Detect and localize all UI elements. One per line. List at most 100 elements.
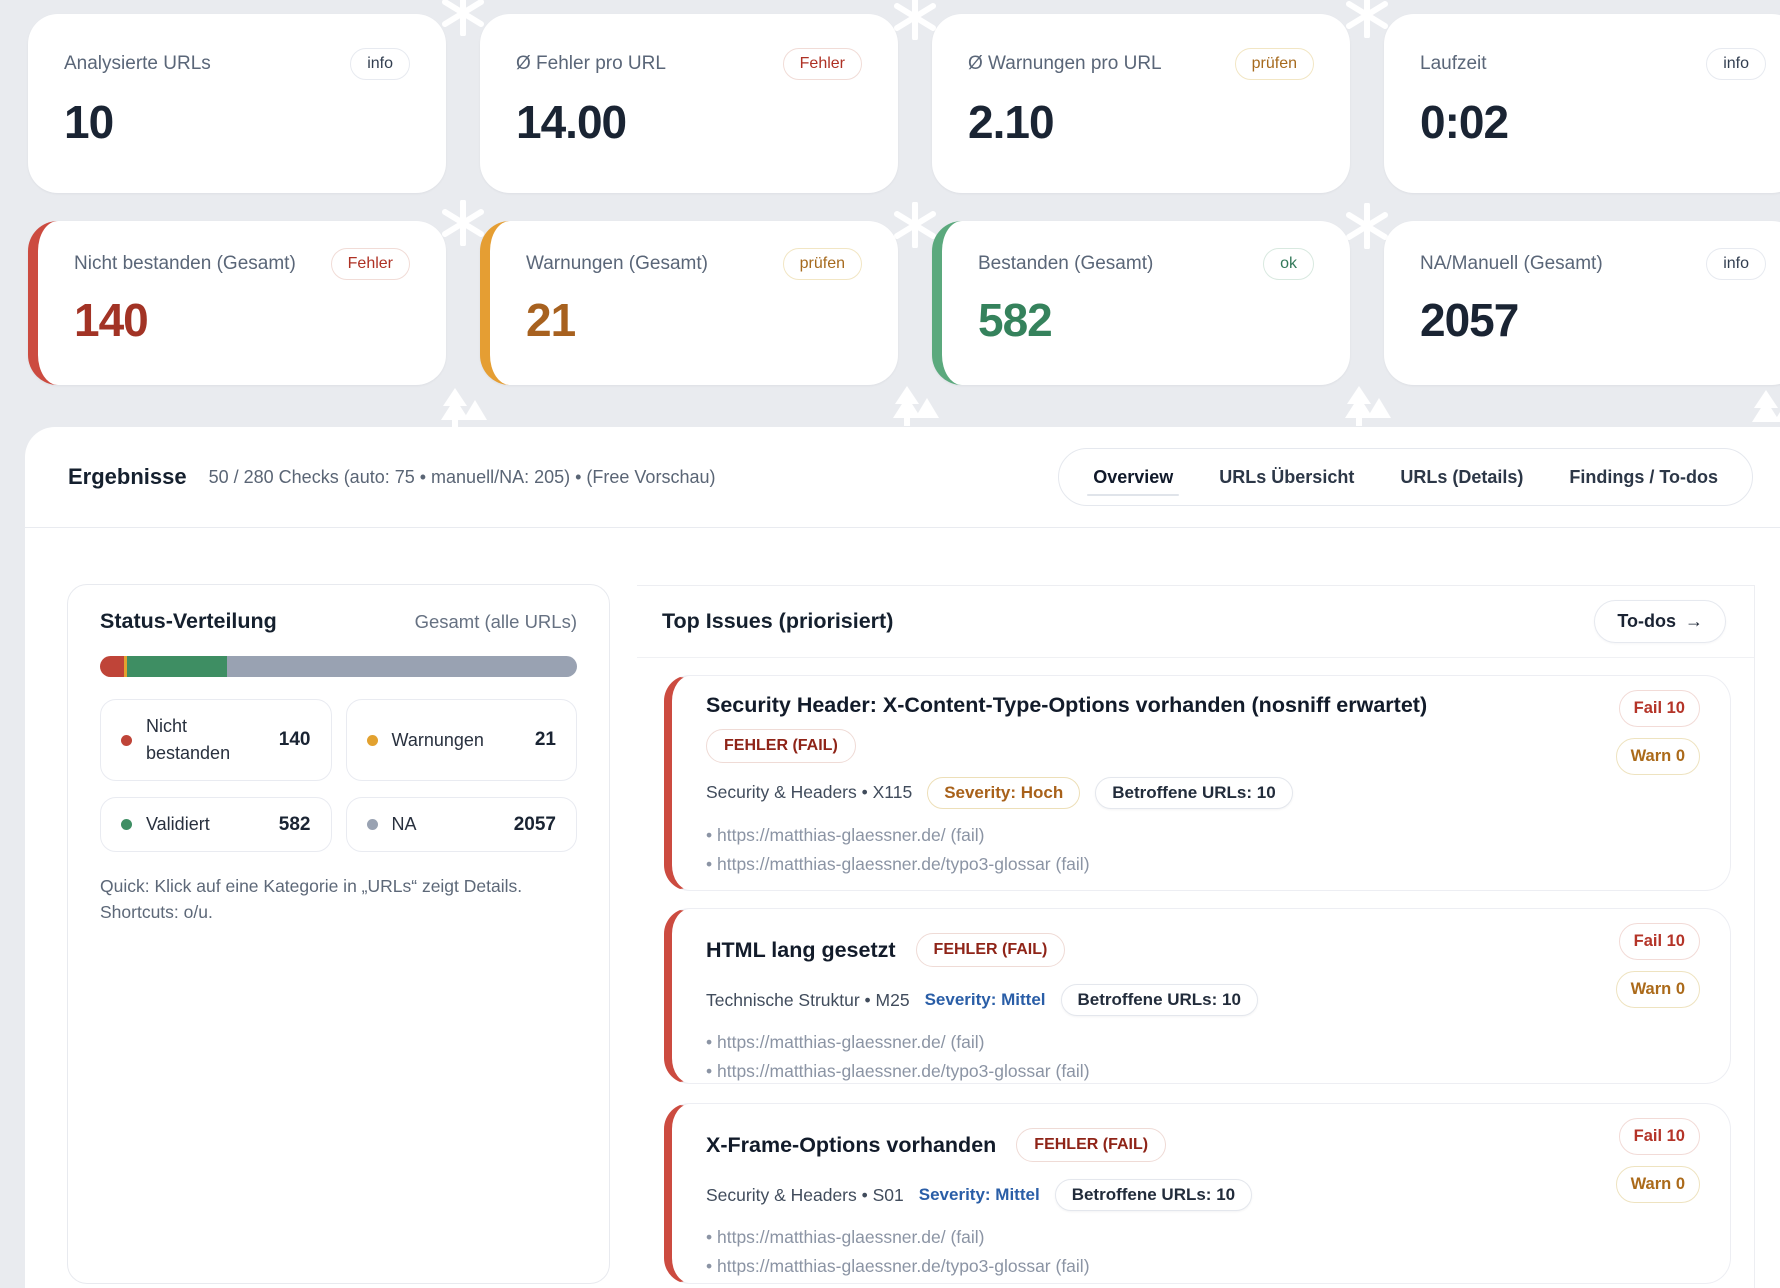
- fehler-fail-badge: FEHLER (FAIL): [1016, 1128, 1167, 1162]
- red-dot-icon: [121, 734, 132, 746]
- kpi-card-bestanden-gesamt: Bestanden (Gesamt) ok 582: [932, 221, 1350, 385]
- legend-item-validiert[interactable]: Validiert 582: [100, 797, 332, 852]
- bar-segment-warnungen: [123, 656, 128, 677]
- issue-category: Security & Headers • X115: [706, 782, 913, 803]
- kpi-label: Ø Fehler pro URL: [516, 53, 666, 74]
- snowflake-icon: [442, 0, 484, 36]
- kpi-card-fehler-pro-url: Ø Fehler pro URL Fehler 14.00: [480, 14, 898, 193]
- pruefen-badge[interactable]: prüfen: [1234, 48, 1314, 80]
- bar-segment-validiert: [127, 656, 227, 677]
- severity-label: Severity: Mittel: [918, 1185, 1040, 1204]
- tab-findings-todos[interactable]: Findings / To-dos: [1569, 466, 1718, 487]
- issue-url-link[interactable]: • https://matthias-glaessner.de/typo3-gl…: [706, 853, 1090, 874]
- kpi-value: 2057: [1420, 294, 1519, 346]
- kpi-label: Laufzeit: [1420, 53, 1487, 74]
- legend-label: Validiert: [146, 814, 210, 834]
- kpi-label: Nicht bestanden (Gesamt): [74, 253, 296, 274]
- snowflake-icon: [442, 200, 484, 246]
- kpi-value: 140: [74, 294, 149, 346]
- kpi-card-analysierte-urls: Analysierte URLs info 10: [28, 14, 446, 193]
- fail-count-badge: Fail 10: [1618, 923, 1700, 960]
- legend-item-na[interactable]: NA 2057: [345, 797, 577, 852]
- kpi-label: Warnungen (Gesamt): [526, 253, 708, 274]
- affected-urls-badge: Betroffene URLs: 10: [1054, 1179, 1253, 1211]
- tree-icon: [893, 386, 939, 426]
- issue-title: Security Header: X-Content-Type-Options …: [706, 693, 1428, 717]
- kpi-value: 0:02: [1420, 96, 1509, 148]
- severity-label: Severity: Mittel: [924, 990, 1046, 1009]
- legend-label: Warnungen: [391, 729, 484, 750]
- fail-count-badge: Fail 10: [1618, 690, 1700, 727]
- results-header: Ergebnisse 50 / 280 Checks (auto: 75 • m…: [25, 427, 1780, 528]
- issue-url-link[interactable]: • https://matthias-glaessner.de/typo3-gl…: [706, 1256, 1090, 1277]
- issue-url-link[interactable]: • https://matthias-glaessner.de/ (fail): [706, 824, 985, 845]
- issue-title: HTML lang gesetzt: [706, 937, 896, 962]
- issue-title: X-Frame-Options vorhanden: [706, 1132, 997, 1157]
- legend-label: Nicht bestanden: [146, 716, 231, 763]
- orange-dot-icon: [366, 734, 378, 746]
- tab-urls-details[interactable]: URLs (Details): [1400, 466, 1524, 487]
- issue-card-x-frame-options[interactable]: X-Frame-Options vorhanden FEHLER (FAIL) …: [664, 1103, 1731, 1284]
- status-distribution-bar: [100, 656, 577, 677]
- tab-overview[interactable]: Overview: [1087, 451, 1180, 504]
- results-tabs: Overview URLs Übersicht URLs (Details) F…: [1058, 448, 1753, 506]
- kpi-label: NA/Manuell (Gesamt): [1420, 253, 1603, 274]
- legend-value: 21: [534, 729, 556, 750]
- warn-count-badge: Warn 0: [1615, 738, 1700, 775]
- info-badge[interactable]: info: [1706, 48, 1766, 80]
- legend-item-nicht-bestanden[interactable]: Nicht bestanden 140: [100, 699, 332, 781]
- warn-count-badge: Warn 0: [1615, 1166, 1700, 1203]
- legend-value: 2057: [513, 813, 556, 835]
- tree-icon: [1345, 386, 1391, 426]
- affected-urls-badge: Betroffene URLs: 10: [1060, 984, 1258, 1016]
- tree-icon: [1752, 390, 1780, 422]
- kpi-value: 10: [64, 96, 114, 148]
- kpi-card-laufzeit: Laufzeit info 0:02: [1384, 14, 1780, 193]
- issue-url-link[interactable]: • https://matthias-glaessner.de/ (fail): [706, 1032, 985, 1052]
- fehler-badge[interactable]: Fehler: [330, 248, 410, 280]
- issue-category: Technische Struktur • M25: [706, 989, 910, 1010]
- issue-url-link[interactable]: • https://matthias-glaessner.de/typo3-gl…: [706, 1061, 1090, 1082]
- status-distribution-title: Status-Verteilung: [100, 609, 277, 633]
- top-issues-title: Top Issues (priorisiert): [662, 609, 894, 633]
- issue-category: Security & Headers • S01: [706, 1184, 904, 1205]
- kpi-label: Ø Warnungen pro URL: [968, 53, 1162, 74]
- bar-segment-na: [226, 656, 577, 677]
- kpi-label: Bestanden (Gesamt): [978, 253, 1154, 274]
- issue-card-x-content-type-options[interactable]: Security Header: X-Content-Type-Options …: [664, 675, 1731, 891]
- warn-count-badge: Warn 0: [1615, 971, 1700, 1008]
- results-subtitle: 50 / 280 Checks (auto: 75 • manuell/NA: …: [208, 466, 716, 487]
- top-issues-region: Top Issues (priorisiert) To-dos →: [637, 585, 1755, 1288]
- kpi-value: 14.00: [516, 96, 627, 148]
- bar-segment-nicht-bestanden: [100, 656, 124, 677]
- info-badge[interactable]: info: [1706, 248, 1766, 280]
- kpi-card-nicht-bestanden: Nicht bestanden (Gesamt) Fehler 140: [28, 221, 446, 385]
- ok-badge[interactable]: ok: [1263, 248, 1314, 280]
- snowflake-icon: [894, 202, 936, 248]
- fehler-badge[interactable]: Fehler: [782, 48, 862, 80]
- legend-value: 140: [278, 729, 311, 750]
- legend-value: 582: [278, 813, 311, 835]
- kpi-value: 582: [978, 294, 1053, 346]
- fehler-fail-badge: FEHLER (FAIL): [706, 728, 856, 763]
- legend-label: NA: [391, 814, 417, 834]
- kpi-value: 21: [526, 294, 576, 346]
- status-distribution-card: Status-Verteilung Gesamt (alle URLs) Nic…: [67, 584, 610, 1284]
- issue-card-html-lang[interactable]: HTML lang gesetzt FEHLER (FAIL) Technisc…: [664, 908, 1731, 1084]
- green-dot-icon: [121, 819, 132, 830]
- snowflake-icon: [1346, 203, 1388, 249]
- status-hint-text: Quick: Klick auf eine Kategorie in „URLs…: [100, 876, 523, 922]
- status-scope-label: Gesamt (alle URLs): [414, 610, 577, 632]
- kpi-label: Analysierte URLs: [64, 53, 211, 74]
- issue-url-link[interactable]: • https://matthias-glaessner.de/ (fail): [706, 1227, 985, 1247]
- tab-urls-uebersicht[interactable]: URLs Übersicht: [1219, 466, 1355, 487]
- tree-icon: [441, 388, 487, 428]
- legend-item-warnungen[interactable]: Warnungen 21: [345, 699, 577, 781]
- arrow-right-icon: →: [1685, 611, 1703, 631]
- todos-button[interactable]: To-dos →: [1594, 600, 1726, 643]
- kpi-card-na-manuell: NA/Manuell (Gesamt) info 2057: [1384, 221, 1780, 385]
- kpi-card-warnungen-pro-url: Ø Warnungen pro URL prüfen 2.10: [932, 14, 1350, 193]
- pruefen-badge[interactable]: prüfen: [782, 248, 862, 280]
- info-badge[interactable]: info: [350, 48, 410, 80]
- fail-count-badge: Fail 10: [1618, 1118, 1700, 1155]
